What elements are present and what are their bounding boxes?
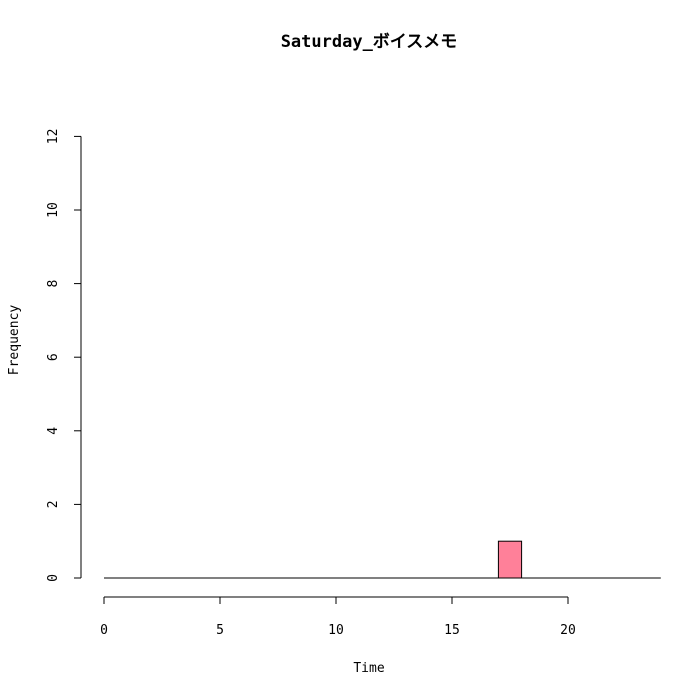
y-tick-label: 10 xyxy=(46,202,61,218)
x-tick-label: 0 xyxy=(100,623,108,638)
histogram-bar-17 xyxy=(497,540,523,579)
x-tick-label: 10 xyxy=(328,623,344,638)
y-axis: 0 2 4 6 8 10 12 xyxy=(46,129,82,582)
bars-group xyxy=(104,540,661,579)
y-tick-label: 4 xyxy=(46,427,61,435)
y-tick-label: 2 xyxy=(46,500,61,508)
x-tick-label: 20 xyxy=(560,623,576,638)
x-axis: 0 5 10 15 20 xyxy=(100,596,576,638)
y-tick-label: 6 xyxy=(46,353,61,361)
x-tick-label: 5 xyxy=(216,623,224,638)
x-axis-label: Time xyxy=(353,661,384,676)
y-tick-label: 12 xyxy=(46,129,61,145)
chart-title: Saturday_ボイスメモ xyxy=(281,32,458,52)
y-tick-label: 0 xyxy=(46,574,61,582)
y-axis-label: Frequency xyxy=(7,305,22,376)
x-tick-label: 15 xyxy=(444,623,460,638)
y-tick-label: 8 xyxy=(46,280,61,288)
